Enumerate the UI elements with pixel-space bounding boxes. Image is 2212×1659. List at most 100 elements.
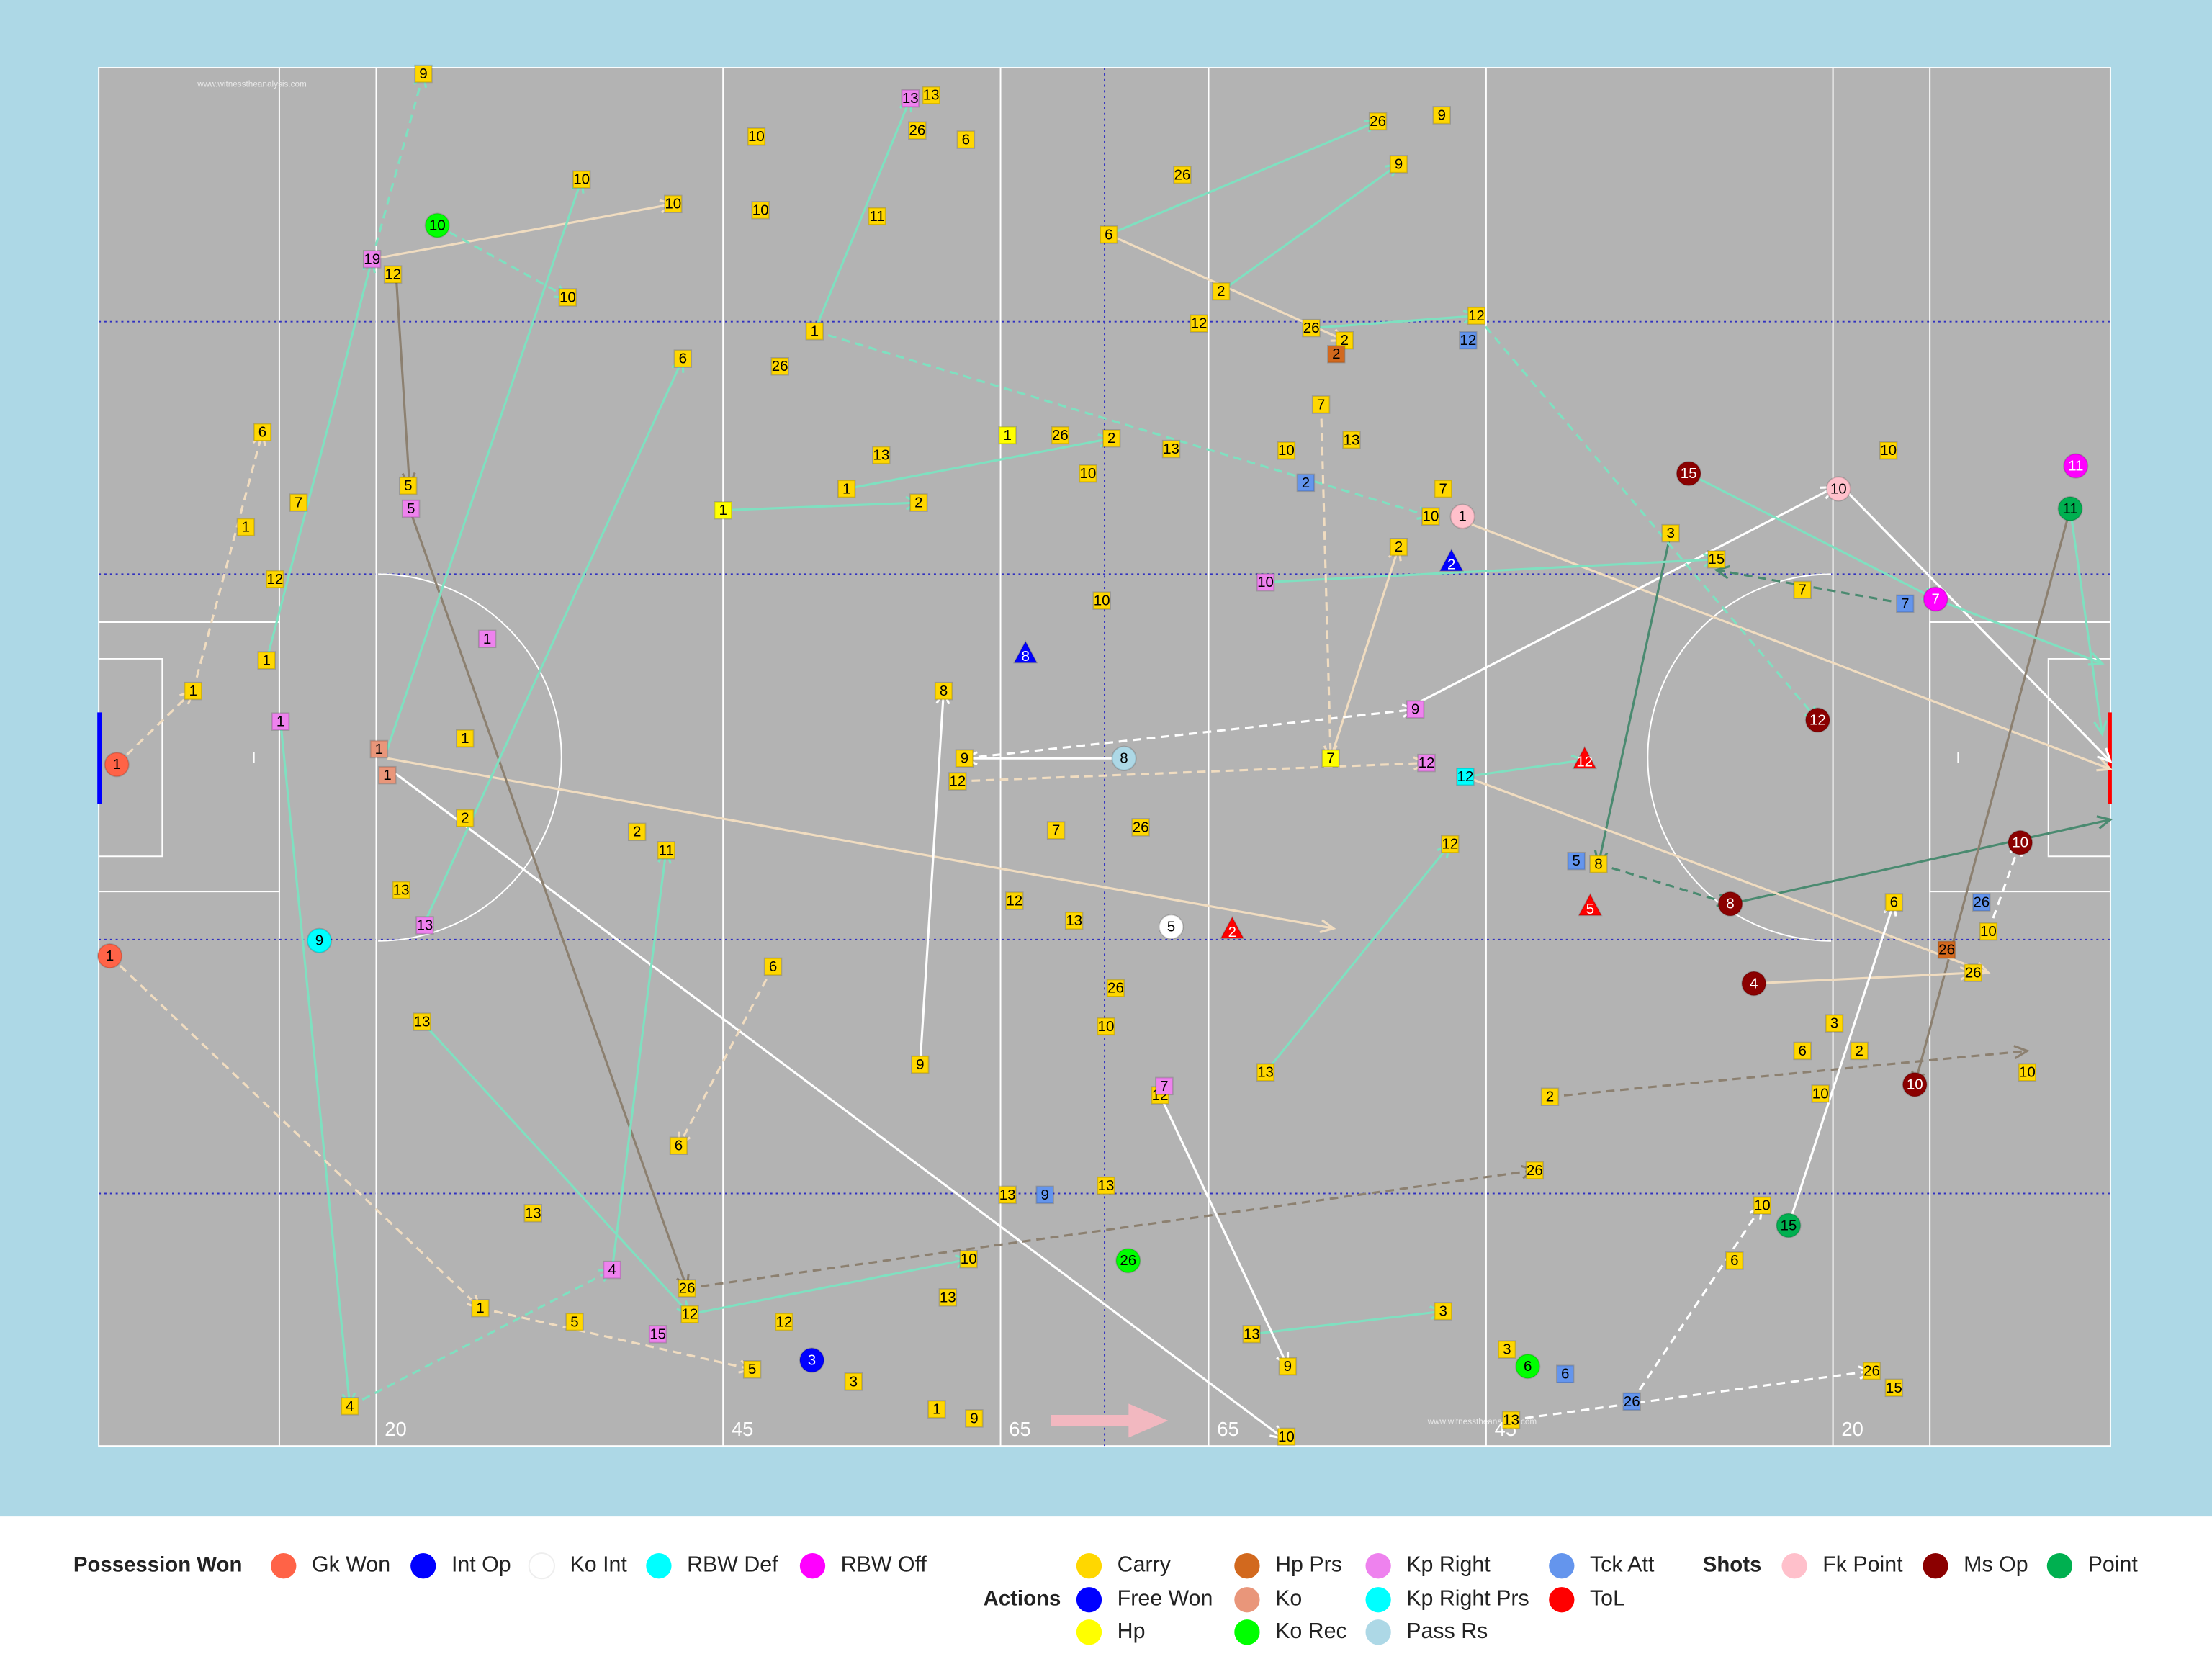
- arrow: [436, 224, 569, 299]
- arrow: [919, 691, 945, 1065]
- marker: [1064, 911, 1084, 930]
- marker: [1589, 855, 1608, 873]
- marker-label: 11: [2068, 457, 2083, 474]
- small-box: [99, 657, 163, 858]
- marker: [956, 130, 976, 149]
- marker: [1342, 431, 1361, 449]
- marker-label: 9: [1040, 1187, 1048, 1203]
- marker-label: 6: [675, 1138, 683, 1154]
- marker: [523, 1204, 542, 1223]
- marker-label: 10: [1830, 480, 1847, 497]
- legend-swatch: [1923, 1553, 1948, 1579]
- marker: [1467, 306, 1486, 325]
- marker: [1725, 1251, 1744, 1270]
- marker-label: 13: [393, 882, 410, 899]
- legend-label: Ko Rec: [1275, 1619, 1347, 1643]
- legend-swatch: [1365, 1587, 1391, 1613]
- legend-swatch: [528, 1552, 555, 1580]
- marker: [603, 1260, 621, 1280]
- marker-label: 12: [776, 1313, 793, 1330]
- marker: [714, 500, 732, 520]
- legend-label: Fk Point: [1822, 1553, 1903, 1577]
- marker: [1707, 550, 1726, 569]
- legend-swatch: [646, 1553, 672, 1579]
- large-box: [1929, 621, 2110, 893]
- arrow: [1220, 163, 1400, 292]
- marker-label: 2: [1395, 539, 1403, 555]
- marker-label: 12: [1419, 755, 1435, 771]
- marker-label: 8: [1120, 750, 1128, 767]
- marker: [955, 749, 974, 768]
- marker-label: 13: [1344, 431, 1360, 448]
- marker-label: 1: [476, 1300, 484, 1316]
- marker: [1572, 745, 1598, 770]
- marker-label: 5: [748, 1361, 756, 1377]
- legend-swatch: [1234, 1553, 1260, 1579]
- marker-label: 8: [1021, 648, 1029, 665]
- arrow: [1841, 486, 2112, 763]
- marker-label: 1: [263, 652, 271, 669]
- legend-swatch: [1076, 1553, 1102, 1579]
- marker-label: 13: [525, 1205, 541, 1221]
- marker-label: 7: [295, 494, 302, 511]
- arrow: [1987, 842, 2022, 932]
- marker: [1432, 106, 1451, 125]
- marker: [456, 729, 475, 748]
- legend-title: Actions: [984, 1586, 1061, 1610]
- marker-label: 10: [1278, 1429, 1295, 1445]
- marker-label: 2: [1341, 332, 1349, 349]
- marker: [413, 1012, 431, 1031]
- goal: [97, 712, 102, 804]
- marker: [1717, 891, 1743, 917]
- marker-label: 2: [1107, 430, 1115, 446]
- marker: [1005, 891, 1024, 910]
- arrow: [480, 1307, 752, 1371]
- legend-label: Gk Won: [312, 1553, 390, 1577]
- arrow: [1466, 521, 2111, 770]
- marker: [1567, 851, 1586, 871]
- marker-label: 3: [1439, 1303, 1447, 1319]
- legend-swatch: [1549, 1553, 1575, 1579]
- marker: [751, 201, 770, 220]
- arrow: [386, 179, 583, 750]
- marker-label: 9: [315, 932, 323, 949]
- marker-label: 12: [1576, 754, 1593, 770]
- x-tick-label: 65: [1217, 1418, 1238, 1440]
- marker-label: 26: [772, 358, 788, 374]
- arrow: [394, 268, 411, 486]
- marker: [1368, 112, 1388, 131]
- marker: [1937, 940, 1956, 959]
- marker-label: 10: [1754, 1197, 1771, 1214]
- arrow: [1465, 775, 1989, 974]
- marker-label: 2: [633, 824, 641, 840]
- arrow: [1311, 315, 1477, 330]
- marker: [669, 1136, 688, 1156]
- marker-label: 1: [242, 518, 250, 535]
- marker: [271, 712, 290, 731]
- marker-label: 1: [719, 502, 727, 518]
- marker: [565, 1313, 584, 1331]
- marker: [1459, 331, 1478, 350]
- arrow: [1475, 315, 1819, 721]
- marker-label: 10: [1880, 442, 1897, 459]
- legend-label: Hp Prs: [1275, 1553, 1342, 1577]
- marker-label: 10: [1907, 1076, 1923, 1093]
- marker-label: 26: [1133, 819, 1149, 835]
- large-box: [99, 621, 280, 893]
- marker-label: 11: [869, 208, 884, 225]
- marker-label: 6: [1730, 1252, 1738, 1269]
- marker: [775, 1313, 793, 1331]
- marker-label: 1: [276, 714, 284, 730]
- marker-label: 3: [808, 1352, 816, 1368]
- marker: [1555, 1364, 1575, 1383]
- marker-label: 7: [1326, 750, 1334, 767]
- marker-label: 26: [1174, 166, 1191, 183]
- marker: [1012, 639, 1038, 664]
- marker: [1776, 1213, 1802, 1238]
- arrow: [1598, 863, 1731, 905]
- marker: [1278, 1357, 1298, 1376]
- marker: [909, 493, 928, 512]
- marker-label: 2: [1447, 556, 1455, 572]
- marker: [572, 170, 591, 189]
- arrow: [371, 73, 425, 260]
